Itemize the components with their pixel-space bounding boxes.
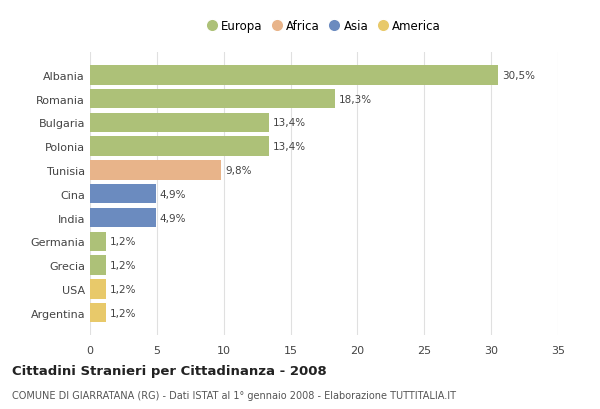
Bar — [90, 256, 106, 275]
Text: 1,2%: 1,2% — [110, 237, 137, 247]
Bar — [90, 208, 155, 228]
Text: Cittadini Stranieri per Cittadinanza - 2008: Cittadini Stranieri per Cittadinanza - 2… — [12, 364, 327, 377]
Text: 1,2%: 1,2% — [110, 308, 137, 318]
Text: 13,4%: 13,4% — [273, 142, 307, 152]
Bar — [90, 66, 498, 85]
Legend: Europa, Africa, Asia, America: Europa, Africa, Asia, America — [203, 17, 445, 37]
Text: 30,5%: 30,5% — [502, 71, 535, 81]
Bar — [90, 113, 269, 133]
Bar — [90, 137, 269, 157]
Text: COMUNE DI GIARRATANA (RG) - Dati ISTAT al 1° gennaio 2008 - Elaborazione TUTTITA: COMUNE DI GIARRATANA (RG) - Dati ISTAT a… — [12, 389, 456, 400]
Text: 9,8%: 9,8% — [225, 166, 251, 175]
Text: 4,9%: 4,9% — [160, 213, 186, 223]
Text: 4,9%: 4,9% — [160, 189, 186, 199]
Bar — [90, 184, 155, 204]
Text: 18,3%: 18,3% — [339, 94, 372, 104]
Text: 13,4%: 13,4% — [273, 118, 307, 128]
Text: 1,2%: 1,2% — [110, 261, 137, 270]
Bar — [90, 303, 106, 323]
Bar — [90, 161, 221, 180]
Text: 1,2%: 1,2% — [110, 284, 137, 294]
Bar — [90, 90, 335, 109]
Bar — [90, 279, 106, 299]
Bar — [90, 232, 106, 252]
